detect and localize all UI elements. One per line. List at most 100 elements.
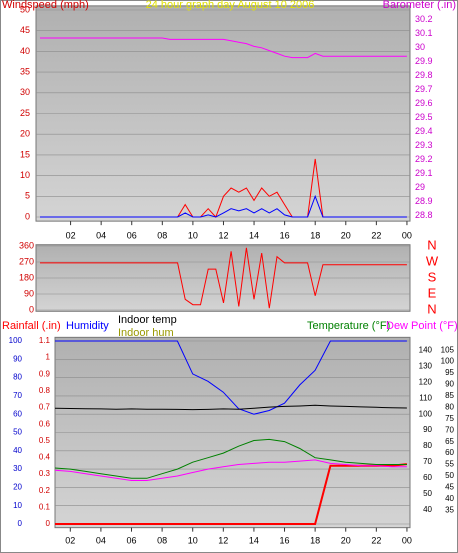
x-tick-label: 06	[127, 535, 137, 545]
y2-tick-label: 0	[46, 519, 51, 528]
y4-tick-label: 60	[423, 473, 432, 482]
y2-tick-label: 0.8	[39, 386, 51, 395]
y-tick-label: 80	[13, 373, 22, 382]
series-line	[40, 37, 407, 59]
legend-label: Rainfall (.in)	[2, 320, 61, 332]
y-tick-label: 180	[19, 272, 34, 282]
y-tick-label: 90	[24, 288, 34, 298]
series-line	[55, 463, 408, 525]
x-tick-label: 06	[127, 230, 137, 240]
y2-tick-label: 0.2	[39, 486, 51, 495]
y4-tick-label: 80	[423, 441, 432, 450]
series-line	[40, 194, 407, 218]
y2-tick-label: 28.8	[415, 210, 433, 220]
y2-tick-label: 29.4	[415, 126, 433, 136]
y4-tick-label: 100	[419, 409, 433, 418]
x-tick-label: 04	[96, 230, 106, 240]
x-tick-label: 00	[402, 535, 412, 545]
y4-tick-label: 130	[419, 362, 433, 371]
legend-label: Temperature (°F)	[307, 320, 390, 332]
y2-tick-label: N	[427, 237, 436, 252]
y2-tick-label: W	[426, 253, 439, 268]
x-tick-label: 14	[249, 230, 259, 240]
series-line	[55, 340, 407, 415]
y2-tick-label: 29.3	[415, 140, 433, 150]
x-tick-label: 12	[218, 535, 228, 545]
y2-tick-label: 0.9	[39, 369, 51, 378]
x-tick-label: 20	[341, 535, 351, 545]
y2-tick-label: 1	[46, 353, 51, 362]
y-tick-label: 30	[20, 87, 30, 97]
y2-tick-label: 0.5	[39, 436, 51, 445]
y-tick-label: 20	[13, 483, 22, 492]
y-tick-label: 90	[13, 354, 22, 363]
y2-tick-label: N	[427, 301, 436, 316]
y-tick-label: 50	[20, 4, 30, 14]
y2-tick-label: 28.9	[415, 196, 433, 206]
y3-tick-label: 70	[445, 425, 454, 434]
annotation: Indoor hum	[118, 327, 174, 339]
y-tick-label: 70	[13, 391, 22, 400]
y2-tick-label: 30	[415, 42, 425, 52]
y2-tick-label: E	[428, 285, 437, 300]
y3-tick-label: 60	[445, 448, 454, 457]
chart-title: 24 hour graph day August 10 2006	[146, 0, 315, 11]
y4-tick-label: 70	[423, 457, 432, 466]
y2-tick-label: 1.1	[39, 336, 51, 345]
y2-tick-label: 29	[415, 182, 425, 192]
y2-tick-label: 29.6	[415, 98, 433, 108]
y2-tick-label: S	[428, 269, 437, 284]
y4-tick-label: 40	[423, 505, 432, 514]
series-line	[40, 247, 407, 309]
y-tick-label: 30	[13, 464, 22, 473]
y-tick-label: 270	[19, 256, 34, 266]
y-tick-label: 10	[20, 170, 30, 180]
y3-tick-label: 85	[445, 391, 454, 400]
x-tick-label: 16	[280, 535, 290, 545]
y-tick-label: 20	[20, 129, 30, 139]
y2-tick-label: 0.1	[39, 502, 51, 511]
y-tick-label: 100	[9, 336, 23, 345]
y4-tick-label: 110	[419, 393, 432, 402]
y3-tick-label: 100	[441, 357, 455, 366]
x-tick-label: 04	[96, 535, 106, 545]
x-tick-label: 14	[249, 535, 259, 545]
y2-tick-label: 29.9	[415, 56, 433, 66]
y-tick-label: 15	[20, 149, 30, 159]
y3-tick-label: 65	[445, 437, 454, 446]
x-tick-label: 22	[371, 535, 381, 545]
y3-tick-label: 80	[445, 402, 454, 411]
x-tick-label: 10	[188, 535, 198, 545]
y3-tick-label: 55	[445, 460, 454, 469]
y-tick-label: 40	[13, 446, 22, 455]
y3-tick-label: 50	[445, 471, 454, 480]
y3-tick-label: 45	[445, 483, 454, 492]
y-tick-label: 25	[20, 108, 30, 118]
legend-label: Indoor temp	[118, 314, 177, 326]
x-tick-label: 08	[157, 535, 167, 545]
y-tick-label: 50	[13, 428, 22, 437]
y-tick-label: 0	[25, 211, 30, 221]
y3-tick-label: 35	[445, 505, 454, 514]
y2-tick-label: 0.4	[39, 453, 51, 462]
x-tick-label: 02	[65, 535, 75, 545]
y2-tick-label: 29.1	[415, 168, 433, 178]
legend-label: Humidity	[66, 320, 109, 332]
series-line	[54, 459, 407, 481]
y2-tick-label: 0.7	[39, 403, 51, 412]
y-tick-label: 360	[19, 240, 34, 250]
x-tick-label: 16	[280, 230, 290, 240]
y3-tick-label: 40	[445, 494, 454, 503]
y2-tick-label: 30.2	[415, 14, 433, 24]
x-tick-label: 18	[310, 535, 320, 545]
series-line	[54, 404, 407, 411]
y4-tick-label: 50	[423, 489, 432, 498]
y2-tick-label: 0.6	[39, 419, 51, 428]
y-tick-label: 0	[18, 519, 23, 528]
y-tick-label: 40	[20, 46, 30, 56]
y2-tick-label: 30.1	[415, 28, 433, 38]
x-tick-label: 18	[310, 230, 320, 240]
x-tick-label: 10	[188, 230, 198, 240]
legend-label: Dew Point (°F)	[386, 320, 458, 332]
